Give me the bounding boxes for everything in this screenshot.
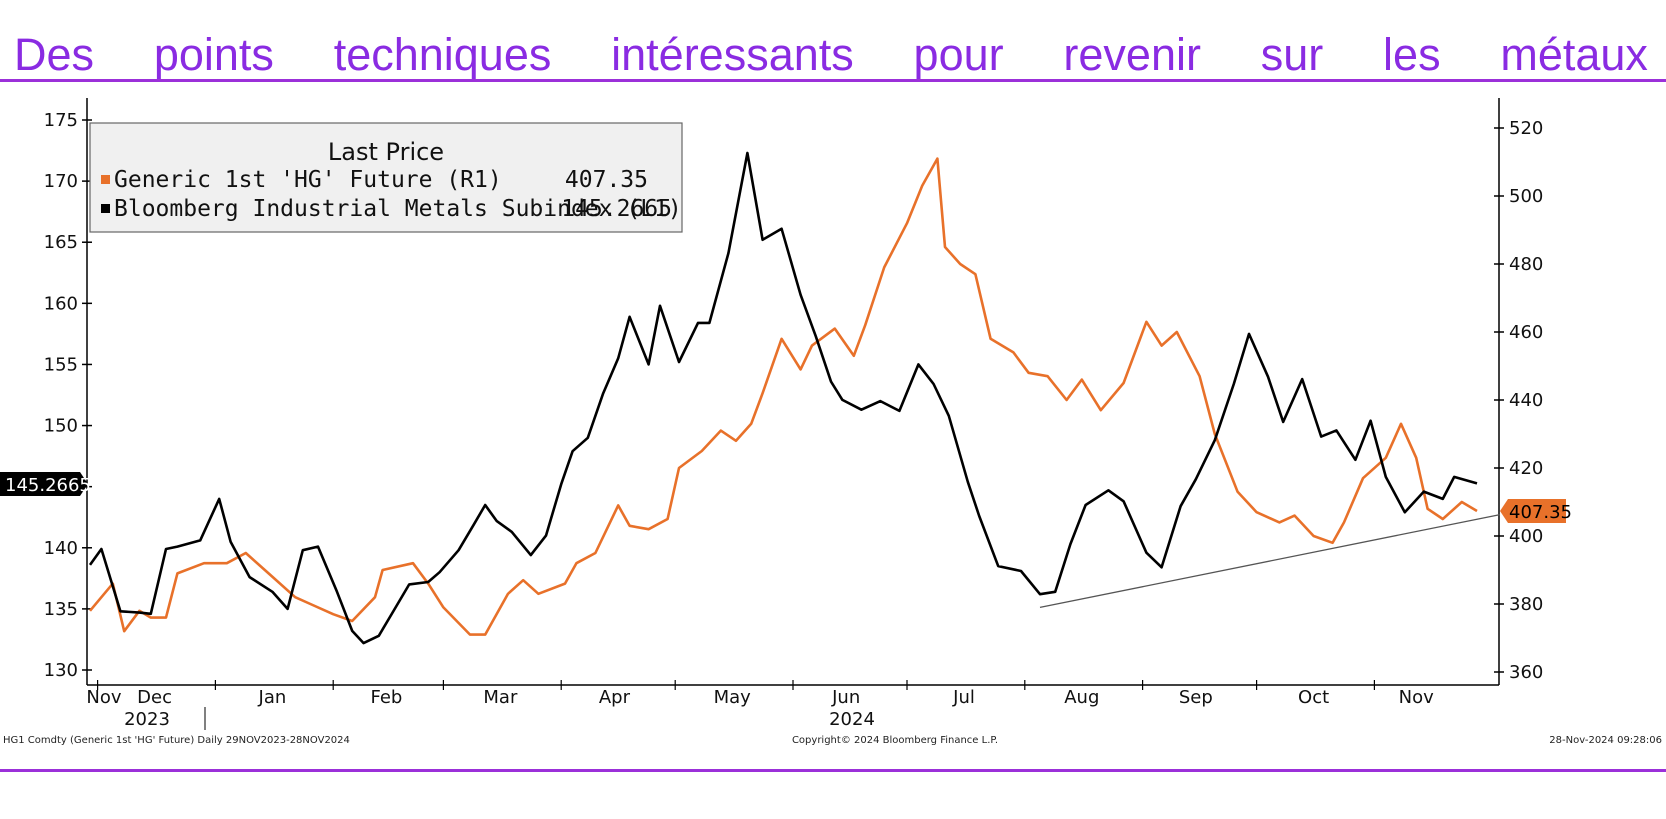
year-label: 2023 xyxy=(124,709,170,730)
right-tick-label: 460 xyxy=(1509,322,1543,343)
series-line-hg-future xyxy=(89,157,1478,636)
right-tick-label: 440 xyxy=(1509,390,1543,411)
legend-title: Last Price xyxy=(328,138,444,166)
legend-value-bcom: 145.2665 xyxy=(561,196,672,222)
month-label: Sep xyxy=(1179,687,1213,708)
slide-title: Des points techniques intéressants pour reven… xyxy=(14,22,1654,88)
title-word: intéressants xyxy=(611,29,854,80)
right-last-value: 407.35 xyxy=(1509,502,1572,523)
series-layer xyxy=(88,151,1478,645)
right-tick-label: 380 xyxy=(1509,594,1543,615)
month-label: Nov xyxy=(86,687,121,708)
month-label: May xyxy=(714,687,752,708)
title-word: les xyxy=(1383,29,1441,80)
month-label: Jan xyxy=(258,687,287,708)
title-underline xyxy=(0,79,1666,82)
left-tick-label: 140 xyxy=(44,538,78,559)
left-tick-label: 130 xyxy=(44,660,78,681)
title-word: métaux xyxy=(1500,29,1648,80)
title-word: Des xyxy=(14,29,95,80)
title-word: techniques xyxy=(333,29,552,80)
month-label: Feb xyxy=(370,687,402,708)
footer-center: Copyright© 2024 Bloomberg Finance L.P. xyxy=(792,735,998,746)
x-axis-ticks: Nov Dec Jan Feb Mar Apr May Jun Jul Aug Sep Oct Nov2… xyxy=(86,680,1434,730)
month-label: Mar xyxy=(483,687,518,708)
bottom-rule xyxy=(0,769,1666,772)
left-last-value-tag: 145.2665 xyxy=(0,472,91,496)
month-label: Nov xyxy=(1399,687,1434,708)
year-label: 2024 xyxy=(829,709,875,730)
support-trendline xyxy=(1039,513,1501,609)
month-label: Oct xyxy=(1298,687,1329,708)
footer-right: 28-Nov-2024 09:28:06 xyxy=(1549,735,1662,746)
legend-swatch-bcom xyxy=(101,204,110,213)
legend-value-hg: 407.35 xyxy=(565,167,648,193)
left-tick-label: 135 xyxy=(44,599,78,620)
month-label: Apr xyxy=(599,687,631,708)
series-line-bcom-industrial-metals xyxy=(88,151,1478,645)
title-word: pour xyxy=(913,29,1004,80)
right-tick-label: 360 xyxy=(1509,662,1543,683)
price-chart: 130135140145150155160165170175 360380400… xyxy=(0,98,1662,746)
footer-left: HG1 Comdty (Generic 1st 'HG' Future) Dai… xyxy=(3,735,350,746)
right-tick-label: 420 xyxy=(1509,458,1543,479)
left-tick-label: 150 xyxy=(44,416,78,437)
left-tick-label: 165 xyxy=(44,232,78,253)
right-last-value-tag: 407.35 xyxy=(1500,499,1572,523)
legend-label-bcom: Bloomberg Industrial Metals Subindex (L1… xyxy=(114,196,682,222)
right-tick-label: 400 xyxy=(1509,526,1543,547)
right-tick-label: 520 xyxy=(1509,118,1543,139)
left-tick-label: 170 xyxy=(44,171,78,192)
title-word: revenir xyxy=(1063,29,1201,80)
legend-swatch-hg xyxy=(101,175,110,184)
month-label: Dec xyxy=(137,687,172,708)
month-label: Jun xyxy=(831,687,860,708)
right-tick-label: 480 xyxy=(1509,254,1543,275)
left-tick-label: 175 xyxy=(44,110,78,131)
left-last-value: 145.2665 xyxy=(5,475,91,496)
annotation-layer xyxy=(1039,513,1501,609)
title-word: sur xyxy=(1260,29,1324,80)
left-tick-label: 155 xyxy=(44,354,78,375)
left-tick-label: 160 xyxy=(44,293,78,314)
left-axis-ticks: 130135140145150155160165170175 xyxy=(44,110,92,681)
month-label: Jul xyxy=(952,687,975,708)
legend: Last Price Generic 1st 'HG' Future (R1) … xyxy=(89,122,683,233)
month-label: Aug xyxy=(1064,687,1099,708)
right-axis-ticks: 360 380 400 420 440 460 480 500 520 xyxy=(1494,118,1543,683)
legend-box xyxy=(89,122,683,233)
legend-label-hg: Generic 1st 'HG' Future (R1) xyxy=(114,167,502,193)
right-tick-label: 500 xyxy=(1509,186,1543,207)
title-word: points xyxy=(153,29,274,80)
